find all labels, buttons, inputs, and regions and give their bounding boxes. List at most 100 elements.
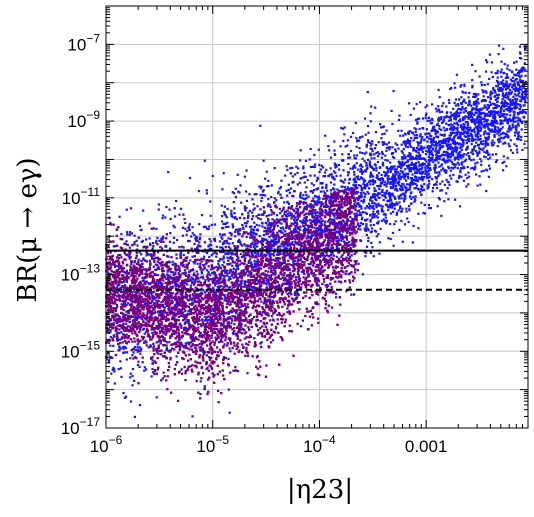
- data-point: [279, 212, 281, 214]
- data-point: [502, 126, 504, 128]
- data-point: [178, 214, 180, 216]
- data-point: [235, 196, 237, 198]
- data-point: [506, 130, 508, 132]
- data-point: [412, 225, 414, 227]
- data-point: [361, 173, 363, 175]
- data-point: [183, 246, 185, 248]
- data-point: [456, 74, 458, 76]
- data-point: [456, 132, 458, 134]
- data-point: [312, 213, 314, 215]
- data-point: [351, 218, 353, 220]
- data-point: [303, 172, 305, 174]
- data-point: [364, 255, 366, 257]
- data-point: [364, 196, 366, 198]
- data-point: [365, 223, 367, 225]
- data-point: [232, 225, 234, 227]
- data-point: [223, 261, 225, 263]
- data-point: [307, 179, 309, 181]
- data-point: [512, 88, 514, 90]
- data-point: [232, 277, 234, 279]
- data-point: [480, 129, 482, 131]
- data-point: [385, 150, 387, 152]
- data-point: [370, 224, 372, 226]
- data-point: [387, 160, 389, 162]
- data-point: [402, 189, 404, 191]
- data-point: [465, 186, 467, 188]
- data-point: [260, 268, 262, 270]
- data-point: [521, 149, 523, 151]
- data-point: [379, 241, 381, 243]
- data-point: [374, 213, 376, 215]
- data-point: [120, 376, 122, 378]
- data-point: [383, 184, 385, 186]
- data-point: [214, 223, 216, 225]
- data-point: [243, 243, 245, 245]
- data-point: [510, 139, 512, 141]
- data-point: [247, 220, 249, 222]
- data-point: [508, 93, 510, 95]
- data-point: [447, 166, 449, 168]
- data-point: [488, 78, 490, 80]
- data-point: [514, 93, 516, 95]
- data-point: [428, 207, 430, 209]
- data-point: [311, 235, 313, 237]
- data-point: [411, 168, 413, 170]
- data-point: [256, 224, 258, 226]
- data-point: [234, 235, 236, 237]
- data-point: [231, 265, 233, 267]
- data-point: [134, 346, 136, 348]
- data-point: [410, 203, 412, 205]
- data-point: [464, 108, 466, 110]
- data-point: [305, 186, 307, 188]
- data-point: [263, 160, 265, 162]
- data-point: [151, 368, 153, 370]
- data-point: [247, 275, 249, 277]
- data-point: [314, 201, 316, 203]
- data-point: [342, 159, 344, 161]
- data-point: [154, 311, 156, 313]
- data-point: [191, 415, 193, 417]
- data-point: [387, 178, 389, 180]
- data-point: [514, 111, 516, 113]
- data-point: [343, 133, 345, 135]
- data-point: [136, 244, 138, 246]
- data-point: [513, 83, 515, 85]
- data-point: [410, 170, 412, 172]
- data-point: [282, 226, 284, 228]
- data-point: [435, 148, 437, 150]
- data-point: [149, 260, 151, 262]
- data-point: [118, 284, 120, 286]
- data-point: [217, 263, 219, 265]
- data-point: [409, 195, 411, 197]
- data-point: [153, 266, 155, 268]
- data-point: [377, 233, 379, 235]
- data-point: [453, 132, 455, 134]
- data-point: [185, 343, 187, 345]
- data-point: [381, 208, 383, 210]
- data-point: [399, 188, 401, 190]
- data-point: [401, 176, 403, 178]
- data-point: [291, 195, 293, 197]
- data-point: [208, 271, 210, 273]
- data-point: [124, 346, 126, 348]
- data-point: [162, 377, 164, 379]
- data-point: [370, 242, 372, 244]
- data-point: [357, 228, 359, 230]
- data-point: [520, 100, 522, 102]
- data-point: [240, 253, 242, 255]
- data-point: [215, 256, 217, 258]
- data-point: [438, 149, 440, 151]
- data-point: [167, 171, 169, 173]
- data-point: [483, 121, 485, 123]
- data-point: [237, 273, 239, 275]
- data-point: [491, 142, 493, 144]
- data-point: [438, 166, 440, 168]
- data-point: [500, 71, 502, 73]
- data-point: [458, 98, 460, 100]
- data-point: [485, 71, 487, 73]
- data-point: [191, 226, 193, 228]
- data-point: [512, 152, 514, 154]
- data-point: [502, 98, 504, 100]
- data-point: [507, 107, 509, 109]
- data-point: [369, 183, 371, 185]
